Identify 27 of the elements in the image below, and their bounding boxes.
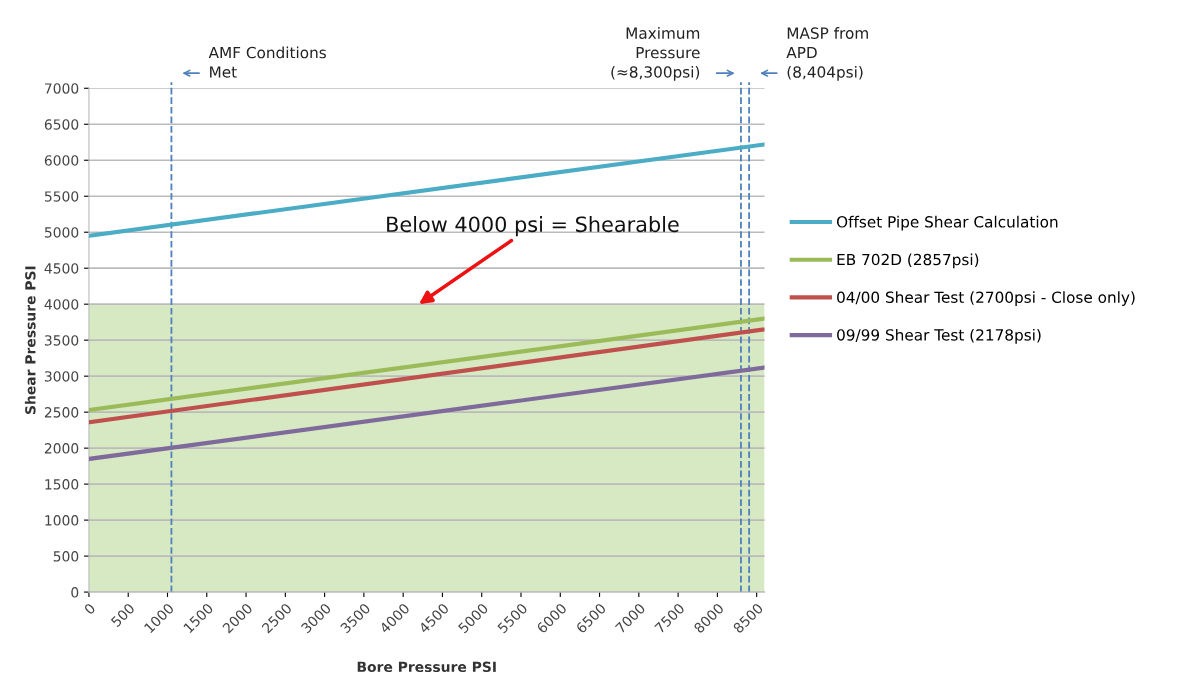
annotation: Below 4000 psi = Shearable — [387, 216, 679, 237]
y-tick-label: 2000 — [44, 443, 79, 454]
ref-line-label: AMF Conditions Met — [208, 46, 326, 78]
y-tick-label: 7000 — [45, 83, 79, 94]
y-tick-label: 2500 — [44, 407, 79, 418]
x-axis-title: Bore Pressure PSI — [357, 661, 496, 673]
y-tick-label: 4000 — [44, 299, 79, 310]
y-tick-label: 5000 — [44, 227, 79, 238]
y-tick-label: 1000 — [45, 515, 79, 526]
y-tick-label: 0 — [71, 587, 79, 598]
ref-line-label: MASP from APD (8,404psi) — [786, 27, 868, 81]
y-tick-label: 500 — [53, 551, 79, 562]
legend-label: 09/99 Shear Test (2178psi) — [837, 328, 1041, 344]
ref-line-label: Maximum Pressure (≈8,300psi) — [611, 27, 700, 81]
x-tick-label: 0 — [83, 602, 96, 616]
y-tick-label: 5500 — [44, 191, 79, 202]
y-tick-label: 3500 — [44, 335, 79, 346]
y-tick-label: 6500 — [44, 119, 79, 130]
legend-label: 04/00 Shear Test (2700psi - Close only) — [837, 291, 1135, 306]
y-tick-label: 4500 — [44, 263, 79, 274]
legend-label: EB 702D (2857psi) — [837, 253, 979, 269]
y-tick-label: 6000 — [44, 155, 79, 166]
x-tick-label: 500 — [110, 602, 136, 628]
legend-label: Offset Pipe Shear Calculation — [836, 215, 1058, 231]
y-tick-label: 3000 — [44, 371, 79, 382]
y-axis-title: Shear Pressure PSI — [24, 266, 36, 415]
y-tick-label: 1500 — [45, 479, 79, 490]
